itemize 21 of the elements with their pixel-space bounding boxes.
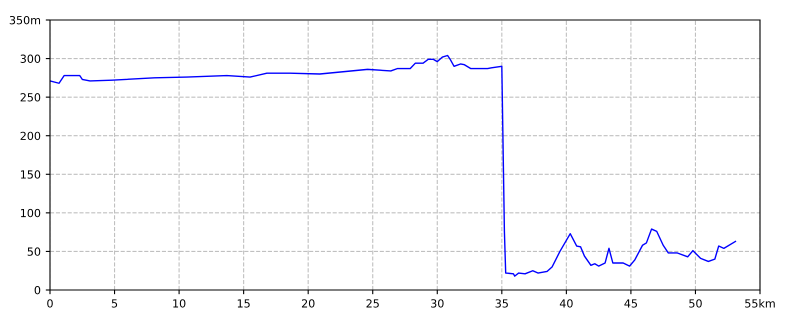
x-tick-label: 40	[560, 299, 573, 308]
y-tick-label: 300	[20, 54, 40, 63]
y-tick-label: 50	[28, 247, 40, 256]
x-tick-label: 20	[302, 299, 315, 308]
x-tick-label: 15	[238, 299, 250, 308]
x-tick-label: 0	[47, 299, 53, 308]
x-tick-label: 5	[112, 299, 118, 308]
x-tick-label: 35	[496, 299, 508, 308]
x-tick-label: 30	[431, 299, 444, 308]
y-tick-label: 350m	[10, 16, 40, 24]
y-tick-label: 250	[20, 93, 40, 102]
y-tick-label: 0	[34, 286, 40, 294]
line-series	[50, 54, 736, 277]
y-tick-label: 150	[20, 170, 40, 179]
y-tick-label: 100	[20, 208, 40, 218]
x-tick-label: 25	[366, 299, 379, 308]
y-tick-label: 200	[20, 132, 40, 140]
x-tick-label: 55km	[745, 299, 775, 308]
x-tick-label: 10	[173, 299, 186, 308]
x-tick-label: 50	[689, 299, 702, 308]
x-tick-label: 45	[624, 299, 638, 308]
